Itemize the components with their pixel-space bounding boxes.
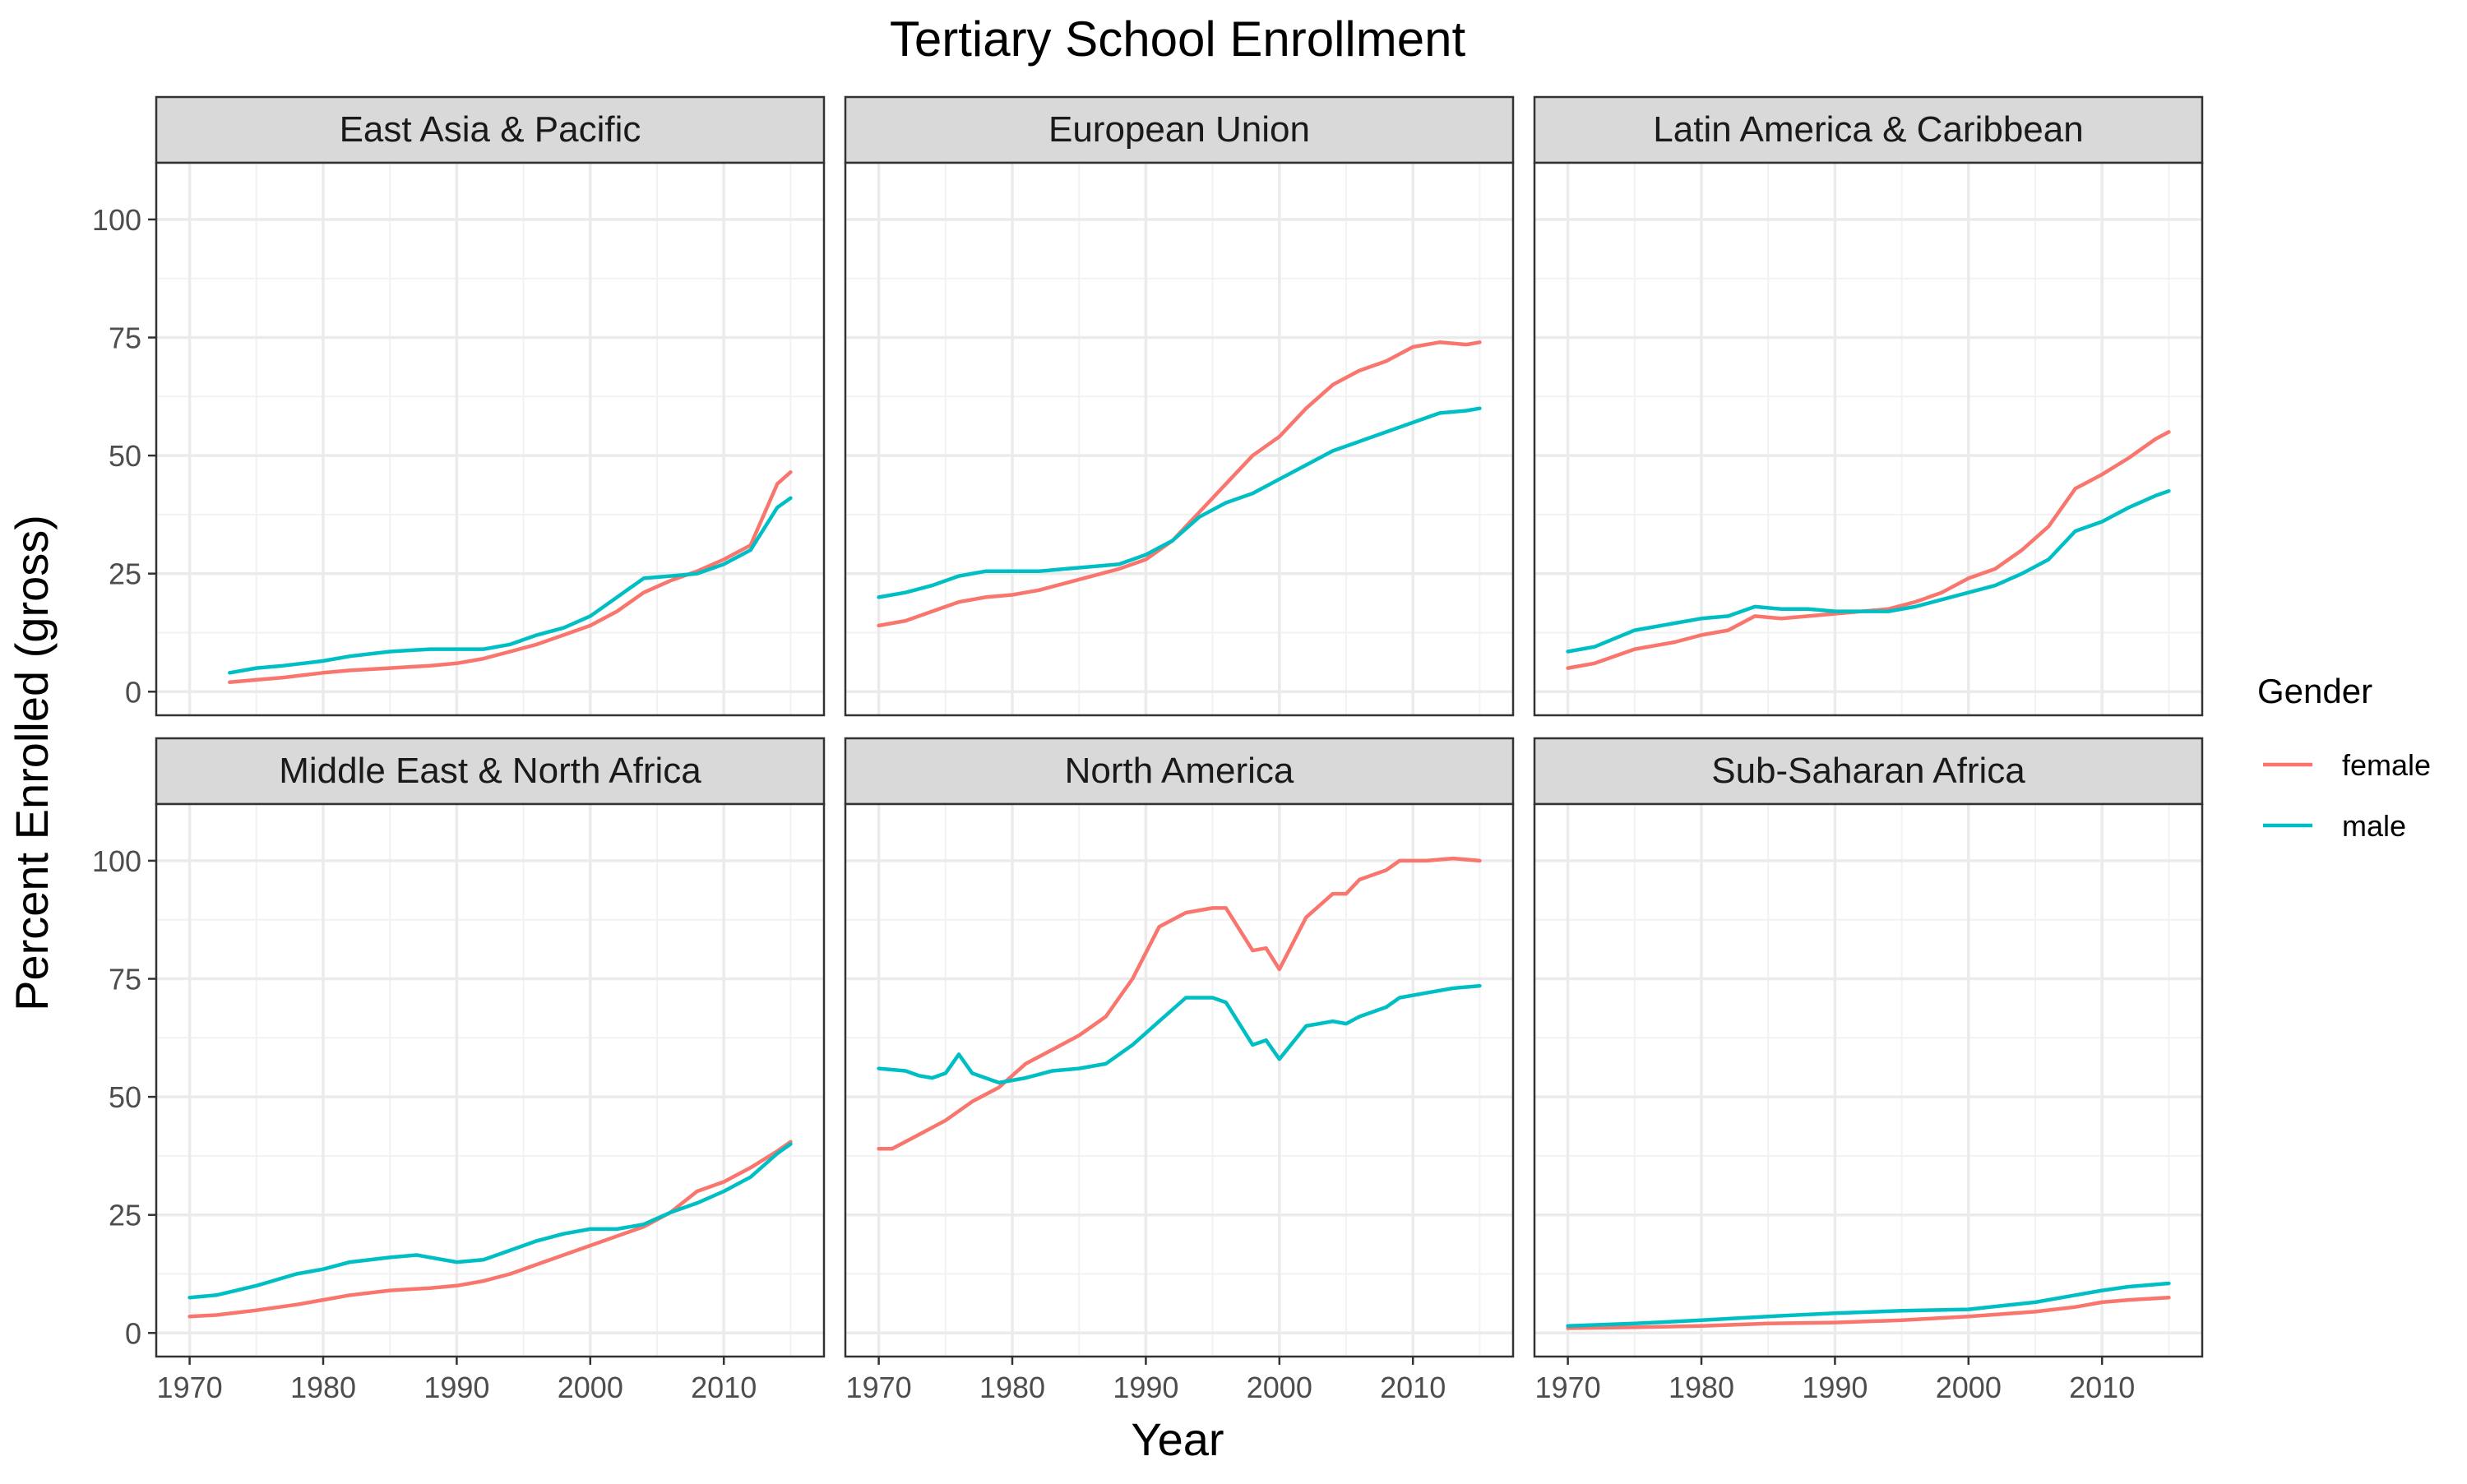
panel-background xyxy=(1534,163,2202,715)
panel-strip-label: Middle East & North Africa xyxy=(279,751,701,791)
y-tick-label: 25 xyxy=(109,1199,141,1232)
series-line-female xyxy=(877,856,1482,1151)
panel-strip xyxy=(1533,737,2204,806)
x-tick-label: 1970 xyxy=(1535,1371,1601,1404)
panel-middle-east-and-north-africa: Middle East & North Africa 0 25 50 75 100 1970… xyxy=(92,737,826,1404)
panel-sub-saharan-africa: Sub-Saharan Africa 1970 1980 1990 2000 2010 xyxy=(1533,737,2204,1404)
series-line-female xyxy=(1566,430,2171,670)
x-tick-label: 1980 xyxy=(979,1371,1045,1404)
x-tick-label: 1990 xyxy=(1802,1371,1868,1404)
panel-strip-label: Latin America & Caribbean xyxy=(1653,109,2083,150)
panel-background xyxy=(845,804,1513,1357)
legend-label-female: female xyxy=(2342,748,2431,782)
series-line-male xyxy=(1566,488,2171,654)
panel-border xyxy=(155,161,826,717)
panel-east-asia-and-pacific: East Asia & Pacific 0 25 50 75 100 xyxy=(92,95,826,717)
panels: East Asia & Pacific 0 25 50 75 100 European Un… xyxy=(92,95,2204,1404)
series-line-male xyxy=(228,496,793,675)
y-tick-label: 100 xyxy=(92,844,141,878)
series-line-male xyxy=(877,406,1482,599)
panel-european-union: European Union xyxy=(844,95,1515,717)
panel-strip-label: North America xyxy=(1065,751,1294,791)
legend-title: Gender xyxy=(2257,672,2372,710)
panel-strip-label: European Union xyxy=(1048,109,1310,150)
panel-strip xyxy=(1533,95,2204,164)
x-tick-label: 1980 xyxy=(1669,1371,1734,1404)
chart-title: Tertiary School Enrollment xyxy=(890,12,1466,67)
y-axis-title: Percent Enrolled (gross) xyxy=(6,515,58,1011)
legend: Gender female male xyxy=(2257,672,2431,843)
panel-border xyxy=(1533,802,2204,1358)
x-tick-label: 1990 xyxy=(1113,1371,1178,1404)
x-tick-label: 2010 xyxy=(691,1371,757,1404)
x-tick-label: 1980 xyxy=(290,1371,356,1404)
y-tick-label: 75 xyxy=(109,321,141,355)
series-line-male xyxy=(1566,1281,2171,1328)
y-tick-label: 75 xyxy=(109,963,141,996)
panel-latin-america-and-caribbean: Latin America & Caribbean xyxy=(1533,95,2204,717)
x-tick-label: 2010 xyxy=(1380,1371,1446,1404)
series-line-female xyxy=(187,1140,793,1319)
panel-border xyxy=(844,802,1515,1358)
x-tick-label: 1970 xyxy=(846,1371,912,1404)
panel-north-america: North America 1970 1980 1990 2000 2010 xyxy=(844,737,1515,1404)
series-line-female xyxy=(1566,1295,2171,1330)
panel-background xyxy=(1534,804,2202,1357)
panel-strip-label: Sub-Saharan Africa xyxy=(1711,751,2025,791)
panel-strip xyxy=(155,737,826,806)
panel-border xyxy=(844,161,1515,717)
x-tick-label: 2000 xyxy=(1247,1371,1312,1404)
x-axis-title: Year xyxy=(1131,1413,1224,1465)
y-tick-label: 0 xyxy=(125,675,141,709)
x-tick-label: 2000 xyxy=(558,1371,623,1404)
x-tick-label: 1970 xyxy=(157,1371,223,1404)
series-line-male xyxy=(877,983,1482,1085)
panel-background xyxy=(156,804,824,1357)
x-tick-label: 1990 xyxy=(424,1371,489,1404)
y-tick-label: 50 xyxy=(109,439,141,473)
x-tick-label: 2010 xyxy=(2069,1371,2135,1404)
series-line-male xyxy=(187,1142,793,1300)
panel-border xyxy=(1533,161,2204,717)
series-line-female xyxy=(228,469,793,685)
y-tick-label: 100 xyxy=(92,203,141,237)
panel-strip xyxy=(155,95,826,164)
panel-strip-label: East Asia & Pacific xyxy=(340,109,641,150)
panel-border xyxy=(155,802,826,1358)
y-tick-label: 25 xyxy=(109,557,141,591)
legend-label-male: male xyxy=(2342,809,2406,843)
panel-background xyxy=(156,163,824,715)
panel-background xyxy=(845,163,1513,715)
y-tick-label: 0 xyxy=(125,1316,141,1350)
x-tick-label: 2000 xyxy=(1936,1371,2002,1404)
y-tick-label: 50 xyxy=(109,1080,141,1114)
